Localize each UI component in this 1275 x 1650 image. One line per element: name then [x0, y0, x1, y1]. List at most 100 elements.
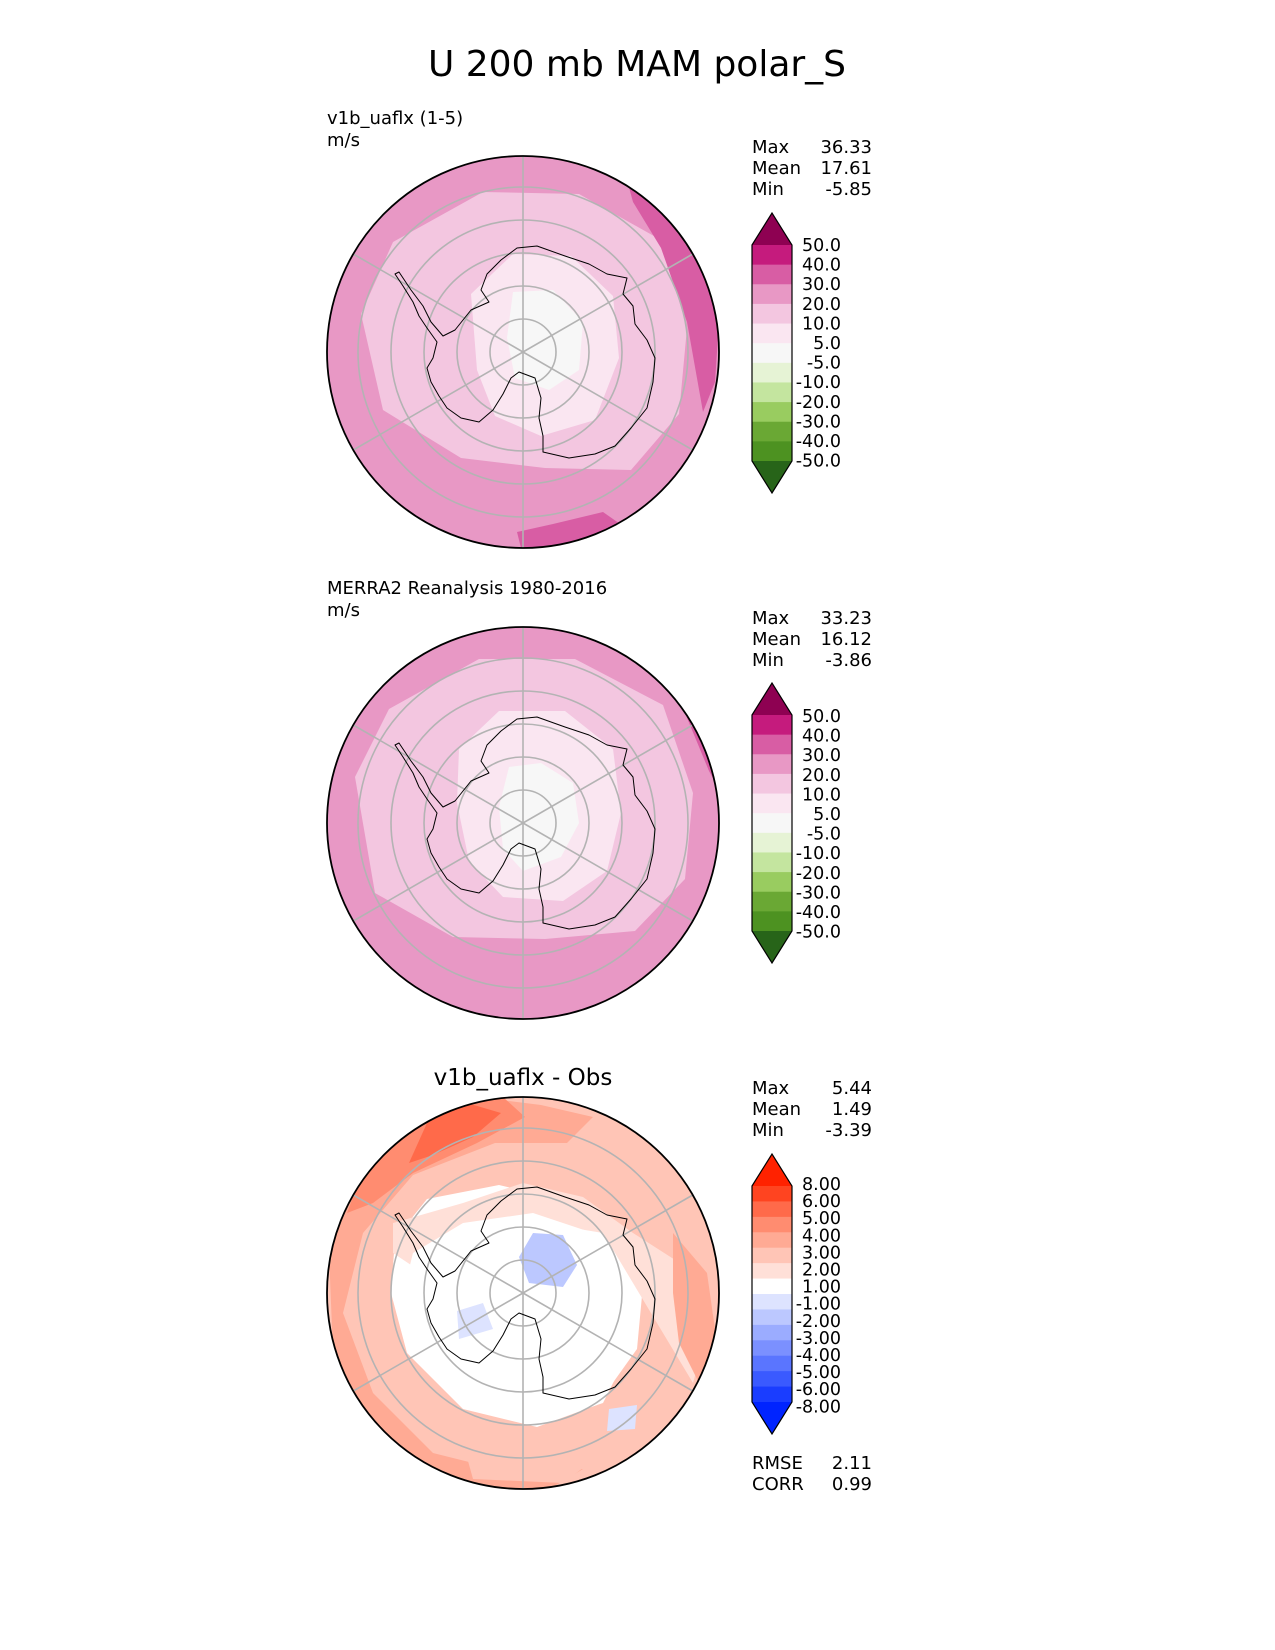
colorbar-band — [752, 362, 792, 384]
stat-value-max: 33.23 — [820, 608, 872, 629]
map-panel-3: v1b_uaflx - Obs Max 5.44 Mean 1.49 Min -3.39 RM… — [326, 1065, 872, 1495]
stat-value-mean: 16.12 — [820, 629, 872, 650]
colorbar-extend-top — [752, 1154, 792, 1186]
colorbar-band — [752, 284, 792, 305]
meridian-gridline — [352, 822, 524, 922]
colorbar-band — [752, 754, 792, 775]
colorbar-extend-top — [752, 683, 792, 715]
colorbar-tick-label: 6.00 — [802, 1192, 841, 1212]
stat-value-mean: 17.61 — [820, 158, 872, 179]
colorbar-band — [752, 343, 792, 364]
meridian-gridline — [352, 1292, 524, 1392]
colorbar-tick-label: 5.0 — [813, 334, 841, 354]
meridian-gridline — [522, 253, 694, 353]
colorbar-band — [752, 813, 792, 834]
colorbar-outline — [751, 211, 793, 495]
colorbar-tick-label: -30.0 — [796, 883, 841, 903]
colorbar-tick-label: 50.0 — [802, 707, 841, 727]
colorbar-tick-label: -8.00 — [796, 1397, 841, 1417]
colorbar: 50.040.030.020.010.05.0-5.0-10.0-20.0-30… — [751, 681, 841, 965]
colorbar-band — [752, 1216, 792, 1233]
field-contour — [463, 1443, 603, 1483]
meridian-gridline — [352, 351, 524, 451]
colorbar-band — [752, 1201, 792, 1218]
stat-label-mean: Mean — [752, 158, 801, 179]
colorbar-band — [752, 402, 792, 423]
meridian-gridline — [522, 351, 694, 451]
colorbar-tick-label: -30.0 — [796, 412, 841, 432]
colorbar-tick-label: -5.00 — [796, 1363, 841, 1383]
map-boundary — [326, 155, 720, 549]
colorbar-tick-label: -10.0 — [796, 373, 841, 393]
colorbar-band — [752, 1355, 792, 1372]
colorbar-band — [752, 1278, 792, 1295]
colorbar: 8.006.005.004.003.002.001.00-1.00-2.00-3… — [751, 1152, 841, 1436]
colorbar-tick-label: -4.00 — [796, 1346, 841, 1366]
colorbar-band — [752, 1324, 792, 1341]
panel-units: m/s — [327, 130, 360, 151]
colorbar-band — [752, 1294, 792, 1311]
colorbar-extend-top — [752, 213, 792, 245]
colorbar-band — [752, 734, 792, 755]
field-contour — [607, 1405, 637, 1431]
map-boundary — [326, 1096, 720, 1490]
stat-label-min: Min — [752, 650, 784, 671]
antarctica-coastline — [394, 245, 656, 459]
meridian-gridline — [352, 724, 524, 824]
antarctica-coastline — [394, 716, 656, 930]
colorbar-tick-label: 30.0 — [802, 275, 841, 295]
colorbar-band — [752, 1309, 792, 1326]
colorbar-band — [752, 891, 792, 912]
panel-title: v1b_uaflx (1-5) — [327, 108, 463, 129]
stat-label-max: Max — [752, 1078, 790, 1099]
panel-title: v1b_uaflx - Obs — [434, 1065, 613, 1091]
colorbar-band — [752, 773, 792, 795]
stat-value-min: -3.39 — [825, 1120, 872, 1141]
map-boundary — [326, 626, 720, 1020]
colorbar-band — [752, 323, 792, 344]
stat-value-min: -3.86 — [825, 650, 872, 671]
colorbar-band — [752, 1186, 792, 1203]
stat-value-rmse: 2.11 — [832, 1453, 872, 1474]
colorbar-tick-label: 40.0 — [802, 256, 841, 276]
colorbar-tick-label: -20.0 — [796, 864, 841, 884]
colorbar-band — [752, 421, 792, 442]
colorbar-tick-label: 2.00 — [802, 1261, 841, 1281]
meridian-gridline — [522, 724, 694, 824]
colorbar-tick-label: -20.0 — [796, 393, 841, 413]
colorbar-tick-label: 10.0 — [802, 785, 841, 805]
colorbar-band — [752, 1371, 792, 1388]
colorbar-band — [752, 1247, 792, 1264]
field-contour — [329, 1097, 593, 1489]
colorbar-band — [752, 245, 792, 266]
colorbar-band — [752, 1263, 792, 1280]
colorbar-tick-label: -1.00 — [796, 1295, 841, 1315]
figure-title: U 200 mb MAM polar_S — [428, 44, 846, 85]
stat-value-min: -5.85 — [825, 179, 872, 200]
map-field — [327, 1097, 719, 1489]
map-panel-1: v1b_uaflx (1-5)m/s Max 36.33 Mean 17.61 Min -5… — [326, 108, 872, 549]
colorbar-band — [752, 1232, 792, 1249]
colorbar-tick-label: 1.00 — [802, 1278, 841, 1298]
colorbar-tick-label: 50.0 — [802, 236, 841, 256]
colorbar-tick-label: 20.0 — [802, 295, 841, 315]
colorbar-tick-label: -3.00 — [796, 1329, 841, 1349]
stat-label-corr: CORR — [752, 1474, 804, 1495]
meridian-gridline — [352, 1194, 524, 1294]
antarctica-coastline — [394, 1186, 656, 1400]
colorbar-tick-label: 20.0 — [802, 766, 841, 786]
colorbar-band — [752, 382, 792, 403]
colorbar-band — [752, 911, 792, 932]
colorbar-tick-label: -50.0 — [796, 923, 841, 943]
colorbar-tick-label: -5.0 — [807, 354, 841, 374]
colorbar-extend-bottom — [752, 931, 792, 963]
colorbar-tick-label: -40.0 — [796, 903, 841, 923]
colorbar-tick-label: 3.00 — [802, 1243, 841, 1263]
map-field — [327, 627, 719, 1019]
stat-value-max: 5.44 — [832, 1078, 872, 1099]
colorbar-tick-label: -10.0 — [796, 844, 841, 864]
stat-label-min: Min — [752, 1120, 784, 1141]
stat-label-min: Min — [752, 179, 784, 200]
field-contour — [409, 1103, 501, 1163]
colorbar-tick-label: -40.0 — [796, 432, 841, 452]
